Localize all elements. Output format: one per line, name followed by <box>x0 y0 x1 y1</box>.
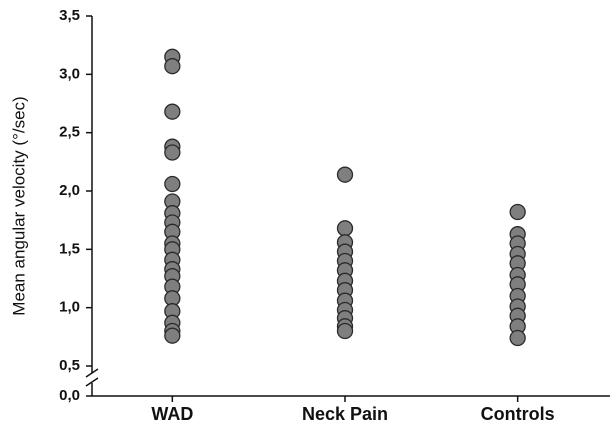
y-tick-label: 3,0 <box>59 65 80 82</box>
data-point <box>336 220 354 237</box>
y-tick-label: 2,0 <box>59 182 80 199</box>
y-axis <box>85 16 99 396</box>
data-point <box>164 58 181 75</box>
x-tick-label: Controls <box>481 404 555 424</box>
data-point <box>336 322 354 340</box>
y-tick-label: 0,5 <box>59 357 80 374</box>
y-tick-label: 2,5 <box>59 124 80 141</box>
axis-break <box>85 377 99 387</box>
data-point <box>509 203 526 221</box>
y-tick-label: 1,0 <box>59 299 80 316</box>
y-tick-label: 3,5 <box>59 7 80 24</box>
data-point <box>164 327 181 344</box>
y-tick-label: 0,0 <box>59 387 80 404</box>
x-tick-label: WAD <box>151 404 193 424</box>
x-tick-label: Neck Pain <box>302 404 388 424</box>
data-point <box>164 103 181 120</box>
axis-break <box>85 368 99 378</box>
y-tick-label: 1,5 <box>59 240 80 257</box>
data-point <box>164 175 181 193</box>
data-point <box>336 166 354 183</box>
y-axis-label: Mean angular velocity (°/sec) <box>9 96 28 315</box>
data-point <box>509 329 526 347</box>
data-point <box>164 144 181 161</box>
